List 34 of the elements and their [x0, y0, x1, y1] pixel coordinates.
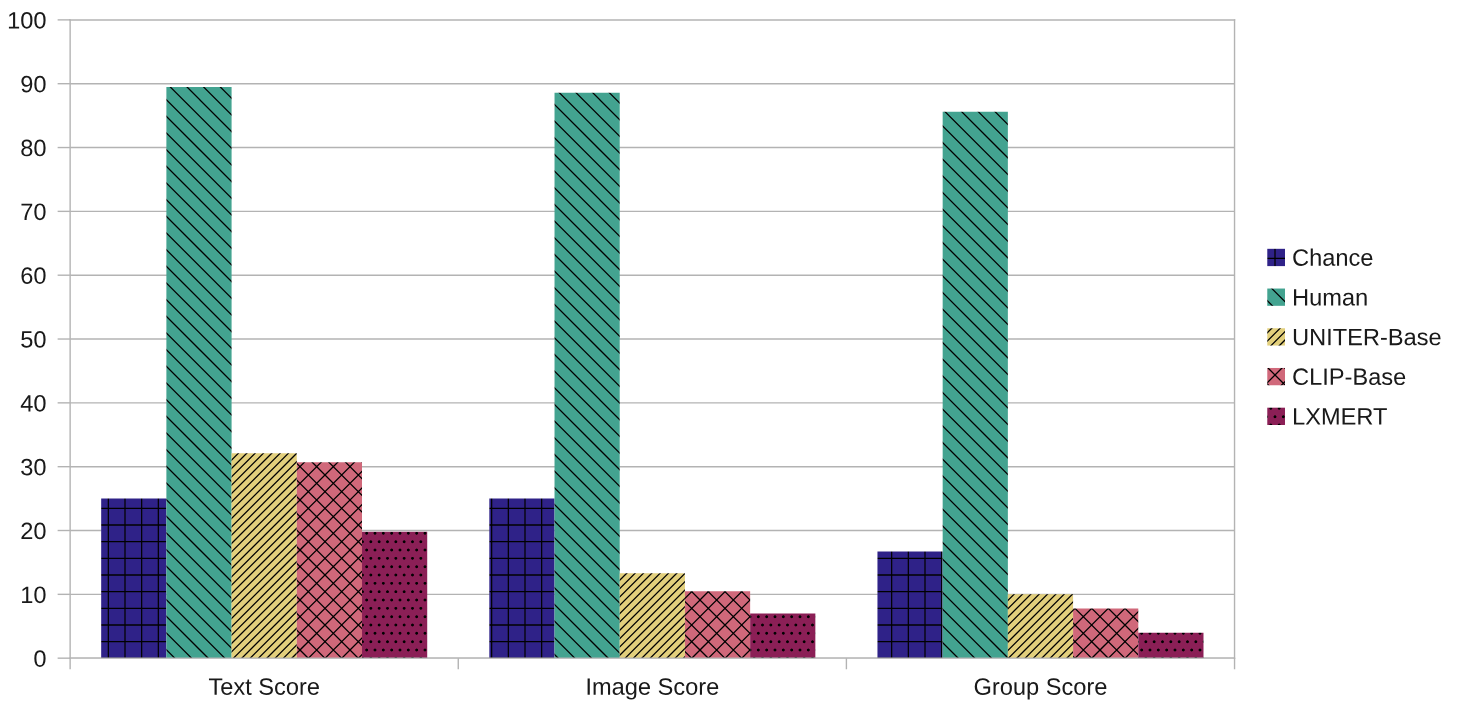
bar: [231, 453, 297, 659]
y-tick-label: 60: [21, 267, 46, 284]
bar: [101, 498, 167, 659]
bar: [877, 551, 943, 659]
legend-label: Human: [1294, 289, 1367, 306]
x-tick-label: Text Score: [208, 678, 319, 695]
y-tick-label: 80: [21, 139, 46, 157]
legend-label: LXMERT: [1294, 408, 1387, 425]
bar: [362, 531, 428, 659]
legend-label: CLIP-Base: [1293, 368, 1406, 386]
y-tick-label: 90: [21, 75, 46, 93]
y-tick-label: 100: [8, 11, 46, 29]
y-tick-label: 30: [21, 458, 46, 476]
bar: [554, 92, 620, 659]
y-tick-label: 0: [34, 650, 46, 667]
legend-label: UNITER-Base: [1293, 328, 1441, 346]
bar: [942, 111, 1008, 659]
x-tick-label: Group Score: [974, 678, 1107, 700]
bar: [1073, 608, 1139, 659]
bar: [489, 498, 555, 659]
y-tick-label: 70: [21, 203, 46, 221]
y-tick-label: 50: [21, 331, 46, 348]
x-tick-label: Image Score: [587, 678, 719, 700]
y-tick-label: 20: [21, 522, 46, 540]
bar: [684, 591, 751, 659]
legend-label: Chance: [1293, 248, 1373, 266]
bar: [750, 613, 816, 659]
y-tick-label: 10: [22, 586, 46, 604]
y-tick-label: 40: [20, 394, 46, 412]
bar: [1138, 632, 1204, 659]
bar: [1007, 594, 1074, 659]
bar: [619, 573, 685, 659]
bar: [296, 462, 363, 659]
bar: [166, 86, 232, 659]
